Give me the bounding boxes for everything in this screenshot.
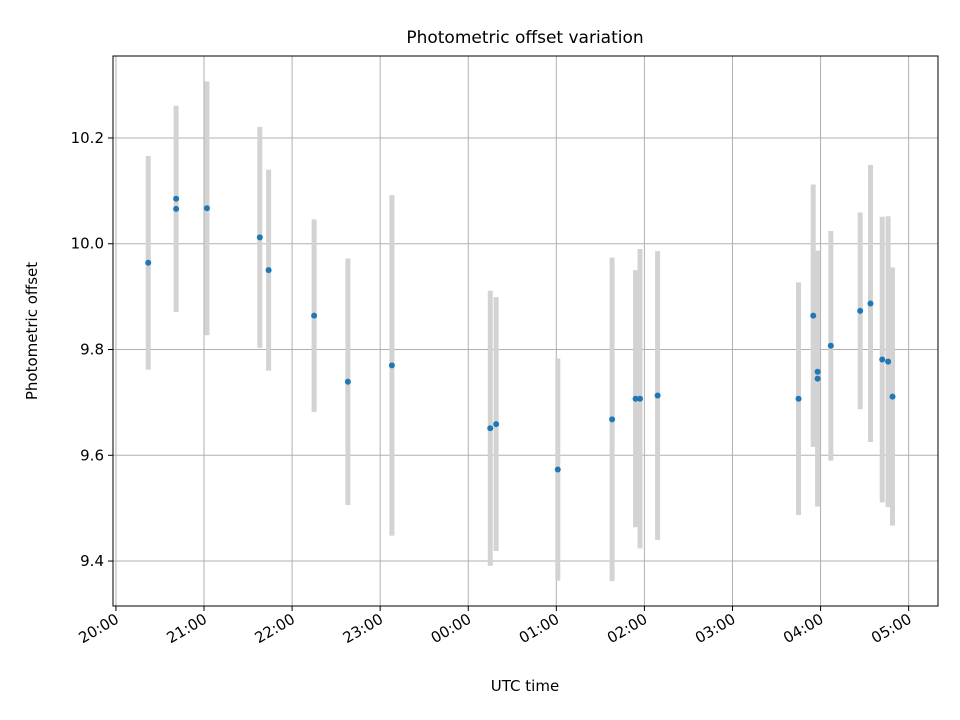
y-axis: 9.4 9.6 9.8 10.0 10.2 xyxy=(71,129,113,570)
data-point xyxy=(827,342,834,349)
chart-title: Photometric offset variation xyxy=(406,28,643,48)
data-point xyxy=(487,425,494,432)
data-point xyxy=(814,368,821,375)
data-point xyxy=(857,307,864,314)
data-point xyxy=(554,466,561,473)
data-point xyxy=(885,358,892,365)
data-point xyxy=(810,312,817,319)
data-point xyxy=(388,362,395,369)
data-point xyxy=(493,421,500,428)
data-point xyxy=(637,395,644,402)
data-point xyxy=(879,356,886,363)
data-point xyxy=(265,267,272,274)
grid xyxy=(113,56,938,606)
data-point xyxy=(654,392,661,399)
data-point xyxy=(609,416,616,423)
data-point xyxy=(814,375,821,382)
data-point xyxy=(256,234,263,241)
data-point xyxy=(632,395,639,402)
y-tick-label: 9.8 xyxy=(80,341,104,359)
y-axis-label: Photometric offset xyxy=(23,262,41,400)
data-point xyxy=(889,393,896,400)
plot-frame xyxy=(112,55,939,607)
data-point xyxy=(311,312,318,319)
data-points xyxy=(145,195,896,473)
data-point xyxy=(203,205,210,212)
data-point xyxy=(173,205,180,212)
data-point xyxy=(145,259,152,266)
data-point xyxy=(867,300,874,307)
y-tick-label: 9.6 xyxy=(80,446,104,464)
data-point xyxy=(173,195,180,202)
data-point xyxy=(344,378,351,385)
x-axis-label: UTC time xyxy=(491,677,559,695)
y-tick-label: 9.4 xyxy=(80,552,104,570)
y-tick-label: 10.2 xyxy=(71,129,104,147)
y-tick-label: 10.0 xyxy=(71,235,104,253)
data-point xyxy=(795,395,802,402)
